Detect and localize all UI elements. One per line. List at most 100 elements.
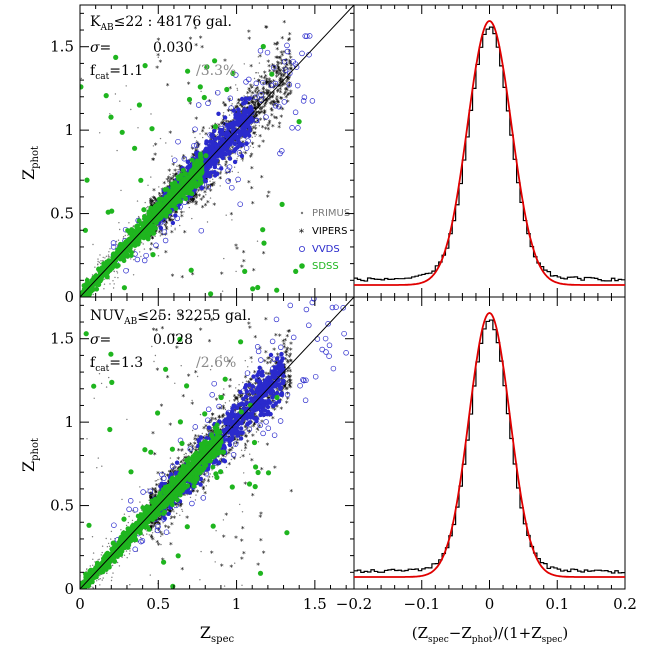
vipers-point: * [229,108,233,116]
primus-point [256,93,258,96]
vipers-point: * [197,188,201,196]
vipers-point: * [202,195,206,203]
primus-point [230,458,232,461]
vvds-point [225,167,231,174]
primus-point [106,572,108,574]
vipers-point: * [203,186,207,194]
bottom-left-scatter-panel: ********************************* *** ****… [79,296,355,590]
primus-point [101,551,103,554]
vvds-point [191,142,197,149]
vipers-point: * [252,267,256,275]
primus-point [241,584,243,586]
vipers-point: * [289,358,293,366]
vipers-point: * [228,146,232,154]
vvds-point [211,157,216,162]
primus-point [133,259,135,261]
primus-point [140,242,143,244]
primus-point [163,223,165,226]
primus-point [256,240,259,242]
vvds-point [304,33,310,39]
primus-point [165,142,167,144]
vipers-point: * [272,92,276,100]
vipers-point: * [180,214,184,222]
vipers-point: * [160,232,164,240]
sdss-point [196,173,201,179]
primus-point [105,386,108,388]
vipers-point: * [166,177,170,185]
vipers-point: * [288,32,292,40]
vipers-point: * [250,152,254,160]
vipers-point: * [282,72,286,80]
vipers-point: * [272,85,276,93]
vipers-point: * [211,182,215,190]
vipers-point: * [268,77,272,85]
primus-point [248,381,251,383]
vvds-point [243,99,249,105]
vipers-point: * [277,65,281,73]
vipers-point: * [191,272,195,280]
vipers-point: * [187,198,191,206]
vipers-point: * [267,96,271,104]
vipers-point: * [282,342,286,350]
primus-point [225,214,227,216]
vipers-point: * [187,81,191,89]
primus-point [160,535,162,538]
vipers-point: * [269,101,273,109]
primus-point [162,522,164,524]
vipers-point: * [289,60,293,68]
primus-point [179,461,182,463]
vipers-point: * [206,199,210,207]
vipers-point: * [234,105,238,113]
vipers-point: * [280,35,284,43]
vipers-point: * [268,84,272,92]
vipers-point: * [220,271,224,279]
vipers-point: * [288,58,292,66]
primus-point [248,431,251,433]
primus-point [112,572,114,574]
vipers-point: * [273,115,277,123]
primus-point [185,453,187,455]
sdss-point [108,114,114,120]
primus-point [236,87,238,90]
vipers-point: * [166,83,170,91]
vvds-point [195,102,202,108]
primus-point [253,92,255,94]
primus-point [242,381,244,384]
primus-point [244,432,247,434]
primus-point [98,578,100,581]
vipers-point: * [254,111,258,119]
primus-point [254,102,257,104]
vipers-point: * [192,194,196,202]
vipers-point: * [192,130,196,138]
vvds-point [215,138,221,145]
primus-point [240,449,243,451]
vipers-point: * [151,157,155,165]
vipers-point: * [158,229,162,237]
vipers-point: * [285,87,289,95]
vvds-point [244,141,249,146]
vipers-point: * [179,166,183,174]
primus-point [93,397,95,399]
vipers-point: * [255,98,259,106]
vipers-point: * [197,184,201,192]
vipers-point: * [250,165,254,173]
primus-point [212,418,215,420]
sdss-point [141,207,147,213]
vipers-point: * [227,170,231,178]
vvds-point [222,139,228,144]
primus-point [227,156,229,158]
vipers-point: * [260,91,264,99]
vipers-point: * [285,61,289,69]
primus-point [105,537,107,540]
vvds-point [270,64,277,71]
primus-point [202,136,204,139]
primus-point [159,518,162,520]
primus-point [90,364,92,367]
vipers-point: * [288,66,292,74]
vipers-point: * [279,79,283,87]
primus-point [243,95,245,97]
vipers-point: * [196,141,200,149]
primus-point [120,189,122,192]
vipers-point: * [191,200,195,208]
sdss-point [80,298,85,303]
